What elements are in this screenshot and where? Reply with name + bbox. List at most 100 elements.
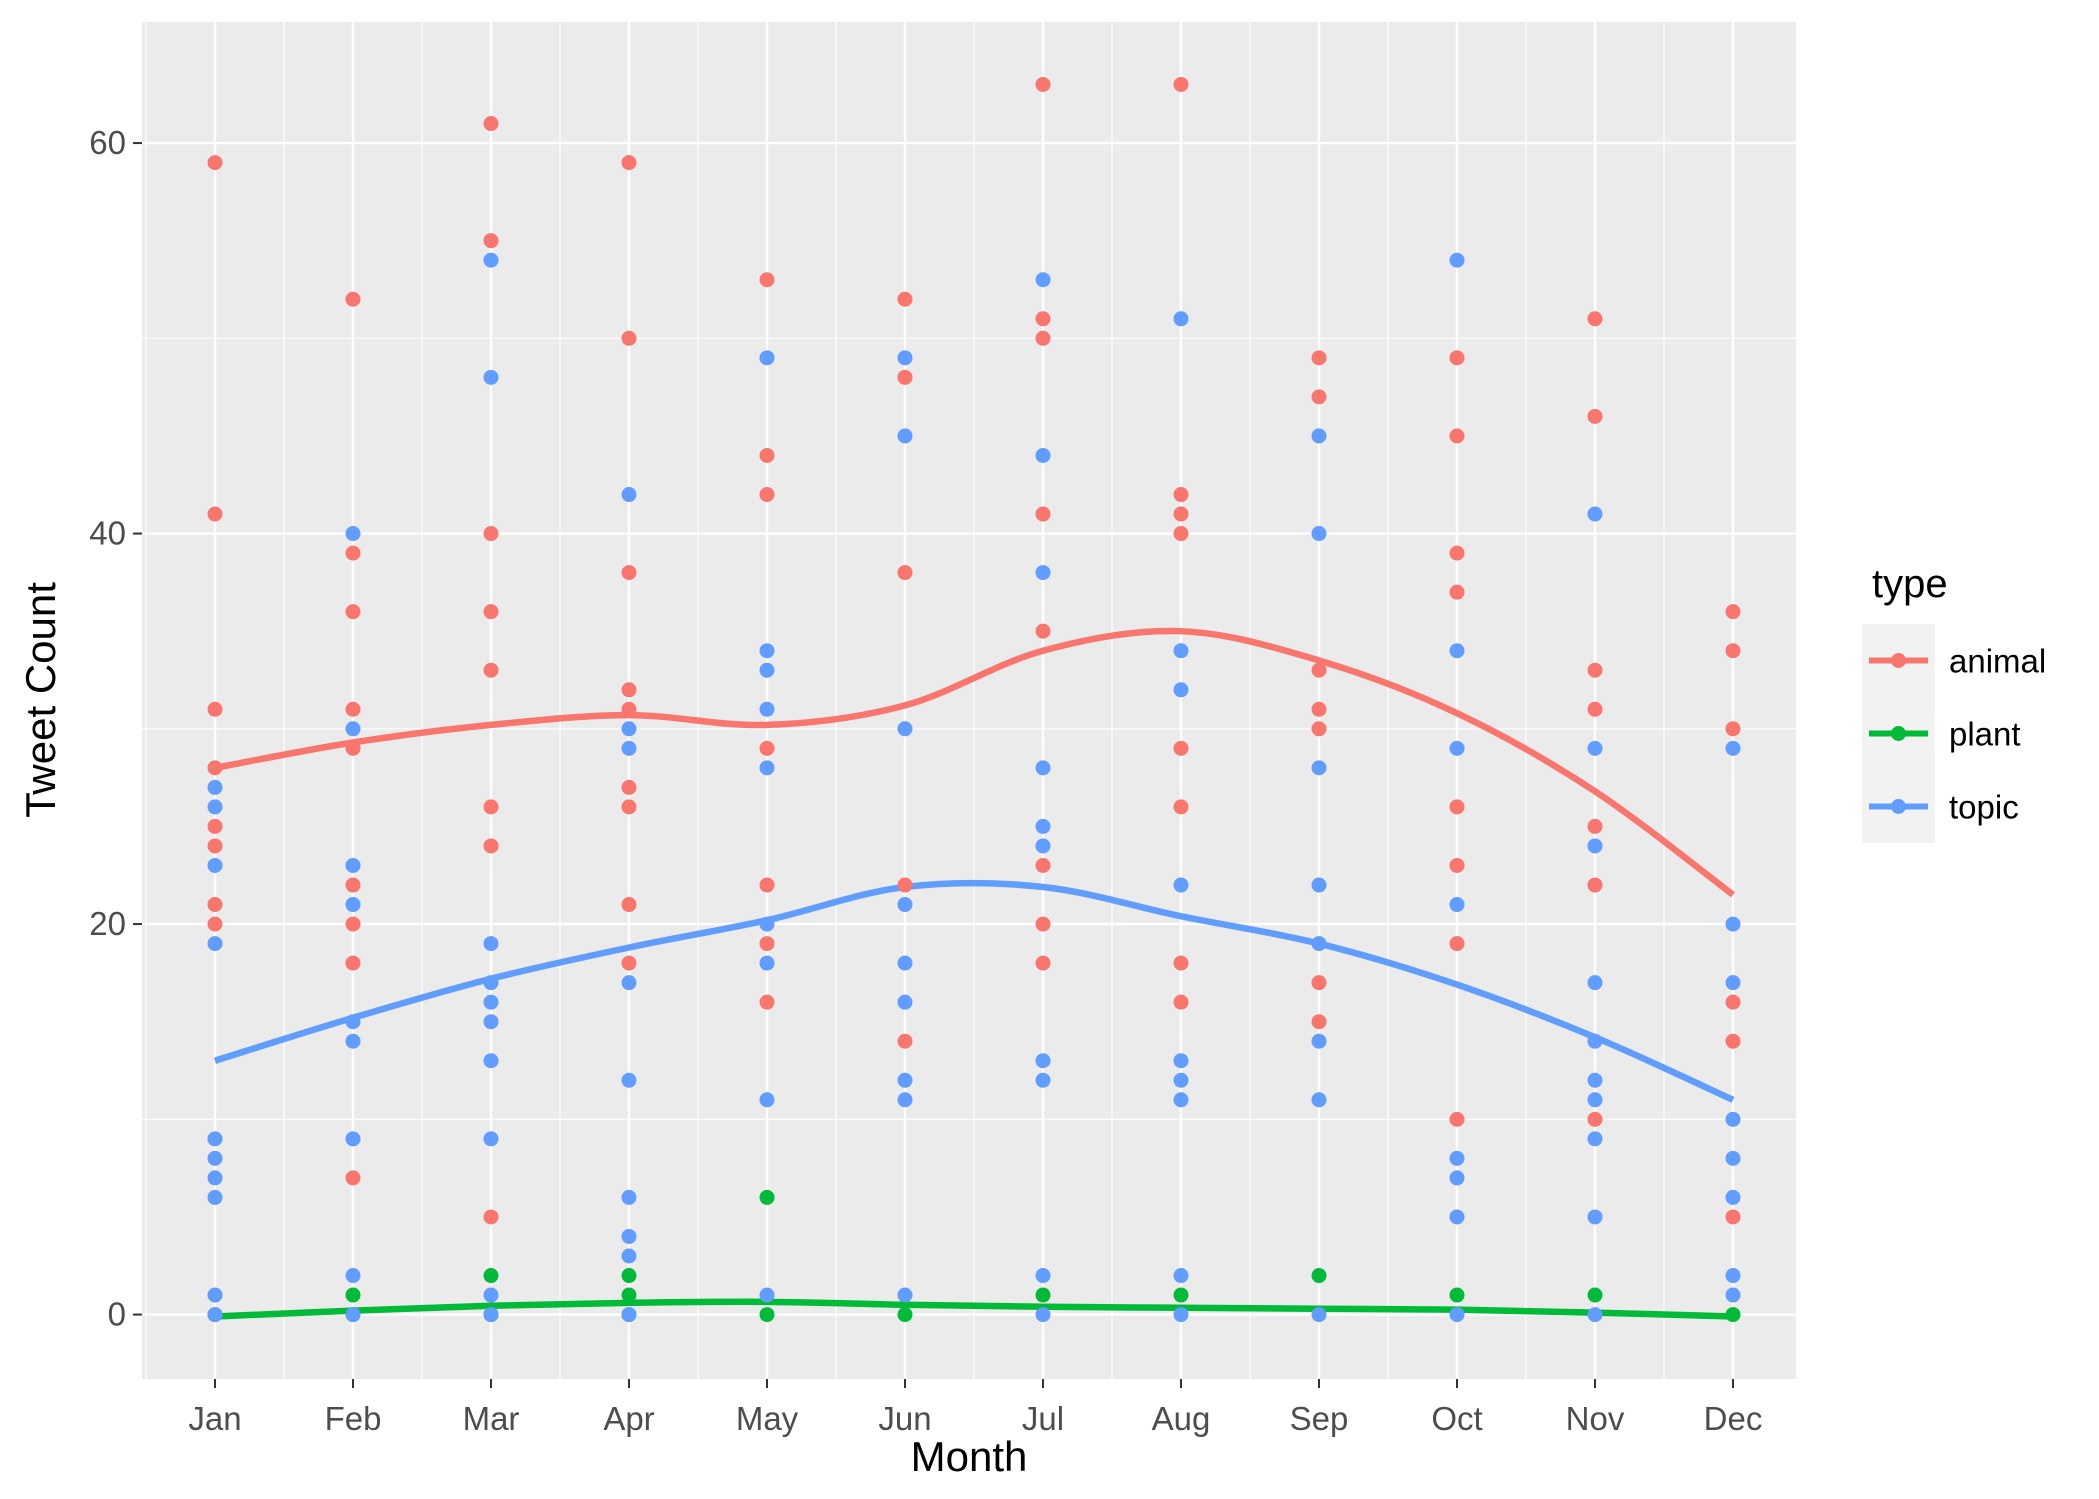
y-tick-label: 40 xyxy=(89,515,126,552)
point-animal xyxy=(207,916,223,932)
point-topic xyxy=(1173,877,1189,893)
point-animal xyxy=(1725,721,1741,737)
point-plant xyxy=(621,1287,637,1303)
point-topic xyxy=(759,1092,775,1108)
point-animal xyxy=(1587,408,1603,424)
legend: type animal plant topic xyxy=(1862,562,2046,843)
smooth-line-topic xyxy=(214,879,1735,1103)
point-topic xyxy=(1587,1307,1603,1323)
point-animal xyxy=(1449,350,1465,366)
point-topic xyxy=(621,1072,637,1088)
point-topic xyxy=(1725,1150,1741,1166)
point-animal xyxy=(483,233,499,249)
point-topic xyxy=(1725,975,1741,991)
point-animal xyxy=(621,155,637,171)
point-animal xyxy=(897,565,913,581)
point-animal xyxy=(621,682,637,698)
point-topic xyxy=(1449,897,1465,913)
point-topic xyxy=(1311,1307,1327,1323)
point-animal xyxy=(483,1209,499,1225)
grid-minor xyxy=(142,22,1803,1379)
legend-item-animal: animal xyxy=(1862,624,2046,697)
point-topic xyxy=(345,1014,361,1030)
point-plant xyxy=(759,1189,775,1205)
point-topic xyxy=(1035,1053,1051,1069)
point-plant xyxy=(897,1307,913,1323)
point-animal xyxy=(483,838,499,854)
point-topic xyxy=(207,1170,223,1186)
point-animal xyxy=(621,897,637,913)
point-animal xyxy=(345,291,361,307)
point-animal xyxy=(1725,643,1741,659)
point-animal xyxy=(207,155,223,171)
point-topic xyxy=(345,1033,361,1049)
x-tick-label: May xyxy=(736,1400,799,1437)
point-topic xyxy=(1035,760,1051,776)
point-animal xyxy=(621,330,637,346)
point-animal xyxy=(1035,623,1051,639)
point-topic xyxy=(759,662,775,678)
point-topic xyxy=(621,1248,637,1264)
point-topic xyxy=(759,760,775,776)
point-topic xyxy=(1311,526,1327,542)
point-topic xyxy=(1311,428,1327,444)
point-animal xyxy=(1173,487,1189,503)
point-animal xyxy=(1449,1111,1465,1127)
point-animal xyxy=(207,506,223,522)
point-topic xyxy=(1725,1111,1741,1127)
legend-item-plant: plant xyxy=(1862,697,2021,770)
legend-item-topic: topic xyxy=(1862,770,2019,843)
point-animal xyxy=(1311,389,1327,405)
point-topic xyxy=(345,897,361,913)
point-topic xyxy=(1173,1072,1189,1088)
data-points xyxy=(207,76,1741,1323)
point-animal xyxy=(483,799,499,815)
point-topic xyxy=(207,779,223,795)
point-topic xyxy=(1035,1072,1051,1088)
legend-key-point xyxy=(1891,726,1906,741)
point-animal xyxy=(1311,350,1327,366)
point-topic xyxy=(621,1189,637,1205)
point-topic xyxy=(1035,1268,1051,1284)
x-tick-label: Jan xyxy=(188,1400,241,1437)
point-animal xyxy=(1449,584,1465,600)
point-animal xyxy=(621,955,637,971)
point-topic xyxy=(897,428,913,444)
point-plant xyxy=(345,1287,361,1303)
point-animal xyxy=(897,291,913,307)
legend-label: plant xyxy=(1949,716,2021,753)
point-animal xyxy=(1173,526,1189,542)
y-tick-label: 60 xyxy=(89,124,126,161)
x-tick-label: Mar xyxy=(463,1400,520,1437)
y-tick-label: 0 xyxy=(108,1296,126,1333)
smooth-lines xyxy=(214,627,1735,1320)
point-topic xyxy=(1173,1307,1189,1323)
point-topic xyxy=(345,1131,361,1147)
point-topic xyxy=(1035,838,1051,854)
point-animal xyxy=(1587,311,1603,327)
point-topic xyxy=(1311,877,1327,893)
point-plant xyxy=(759,1307,775,1323)
point-animal xyxy=(621,701,637,717)
point-animal xyxy=(345,1170,361,1186)
point-animal xyxy=(207,897,223,913)
point-plant xyxy=(1311,1268,1327,1284)
point-topic xyxy=(621,740,637,756)
point-animal xyxy=(1587,701,1603,717)
point-animal xyxy=(207,701,223,717)
x-tick-label: Oct xyxy=(1431,1400,1482,1437)
point-topic xyxy=(483,936,499,952)
point-animal xyxy=(1449,428,1465,444)
point-topic xyxy=(1173,1268,1189,1284)
point-plant xyxy=(621,1268,637,1284)
point-animal xyxy=(345,701,361,717)
smooth-line-plant xyxy=(214,1298,1734,1320)
point-animal xyxy=(1035,311,1051,327)
point-topic xyxy=(897,955,913,971)
y-axis-title: Tweet Count xyxy=(17,582,64,818)
point-animal xyxy=(1035,330,1051,346)
legend-label: topic xyxy=(1949,789,2019,826)
point-topic xyxy=(759,701,775,717)
point-animal xyxy=(1311,701,1327,717)
